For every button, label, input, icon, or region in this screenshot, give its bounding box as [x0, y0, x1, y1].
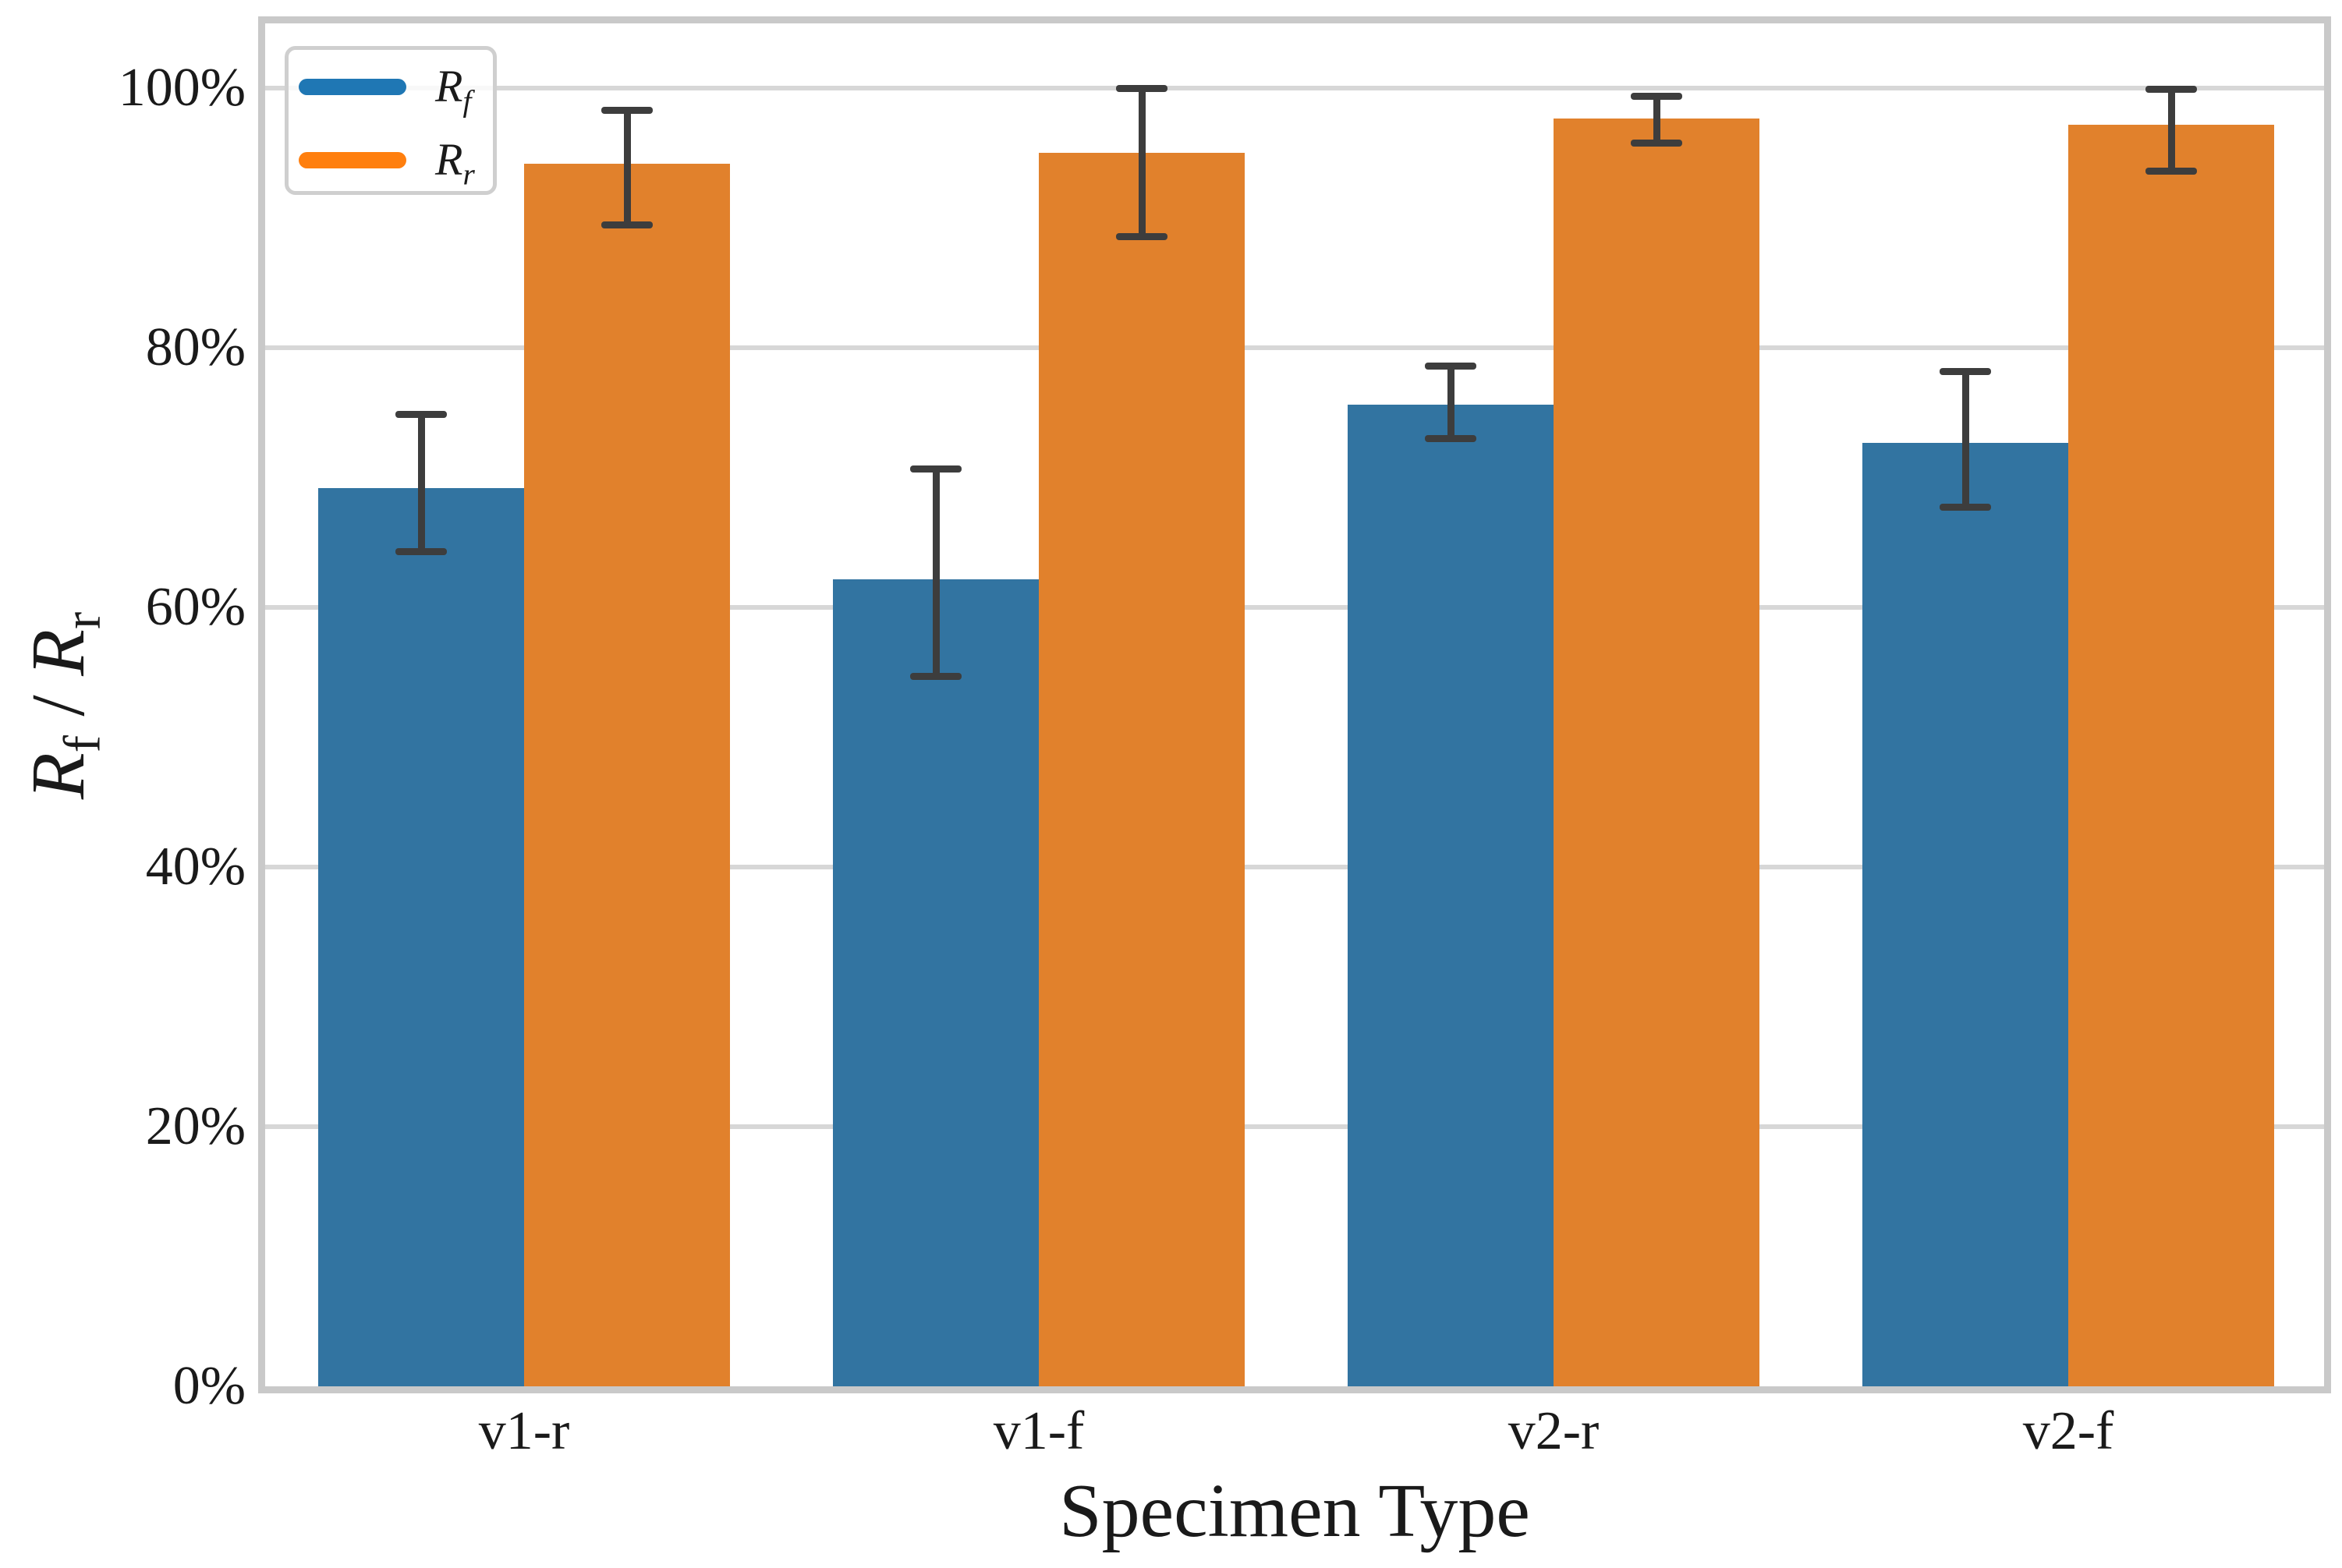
- gridline-60: [265, 605, 2324, 611]
- error-cap-low-v2-r-R_f: [1425, 435, 1476, 443]
- error-cap-low-v1-r-R_f: [395, 548, 447, 556]
- error-cap-high-v2-r-R_r: [1631, 92, 1682, 100]
- error-bar-v1-f-R_r: [1138, 88, 1146, 237]
- label-subscript: f: [462, 83, 472, 119]
- y-tick-label-20: 20%: [145, 1096, 246, 1157]
- label-subscript: r: [54, 611, 112, 630]
- label-text: R: [16, 629, 101, 676]
- error-bar-v2-r-R_r: [1653, 96, 1660, 143]
- error-bar-v2-r-R_f: [1447, 366, 1454, 439]
- bar-v1-f-R_f: [833, 579, 1039, 1386]
- error-cap-low-v2-f-R_f: [1940, 504, 1991, 511]
- error-cap-low-v1-r-R_r: [601, 221, 653, 228]
- error-cap-high-v2-f-R_f: [1940, 367, 1991, 375]
- error-cap-high-v1-r-R_r: [601, 107, 653, 115]
- y-tick-label-60: 60%: [145, 577, 246, 638]
- x-tick-label-v2-f: v2-f: [2022, 1401, 2114, 1461]
- error-cap-low-v1-f-R_f: [910, 672, 962, 680]
- bar-v1-f-R_r: [1039, 153, 1245, 1386]
- error-cap-low-v2-r-R_r: [1631, 139, 1682, 147]
- label-text: /: [16, 675, 101, 736]
- error-bar-v2-f-R_r: [2167, 89, 2175, 172]
- label-text: R: [435, 61, 463, 111]
- legend-label-R_r: Rr: [435, 134, 475, 190]
- error-cap-high-v2-f-R_r: [2145, 86, 2197, 94]
- label-text: R: [16, 752, 101, 800]
- y-axis-title: Rf / Rr: [16, 612, 112, 799]
- legend-key-R_r: [299, 152, 406, 168]
- legend-entry-R_r: Rr: [289, 134, 493, 190]
- error-cap-high-v1-f-R_f: [910, 465, 962, 473]
- bar-v2-f-R_f: [1862, 442, 2068, 1386]
- x-tick-label-v1-f: v1-f: [993, 1401, 1085, 1461]
- gridline-100: [265, 86, 2324, 91]
- error-cap-high-v2-r-R_f: [1425, 362, 1476, 370]
- y-tick-label-40: 40%: [145, 837, 246, 897]
- error-cap-low-v2-f-R_r: [2145, 168, 2197, 175]
- label-subscript: f: [54, 735, 112, 753]
- error-bar-v1-f-R_f: [932, 469, 940, 677]
- error-bar-v1-r-R_f: [417, 414, 425, 552]
- legend-key-R_f: [299, 79, 406, 95]
- error-cap-high-v1-f-R_r: [1116, 84, 1167, 92]
- error-bar-v1-r-R_r: [623, 110, 631, 225]
- error-cap-high-v1-r-R_f: [395, 410, 447, 418]
- y-tick-label-80: 80%: [145, 317, 246, 378]
- bar-v2-f-R_r: [2068, 124, 2274, 1386]
- bar-v1-r-R_f: [318, 487, 524, 1386]
- x-tick-label-v2-r: v2-r: [1508, 1401, 1600, 1461]
- x-tick-label-v1-r: v1-r: [478, 1401, 570, 1461]
- error-cap-low-v1-f-R_r: [1116, 232, 1167, 240]
- bar-v2-r-R_r: [1554, 118, 1759, 1386]
- x-axis-title: Specimen Type: [1059, 1469, 1530, 1553]
- plot-area: Rf Rr: [265, 23, 2324, 1386]
- y-tick-label-0: 0%: [172, 1356, 246, 1416]
- legend-entry-R_f: Rf: [289, 61, 493, 117]
- gridline-80: [265, 345, 2324, 351]
- label-subscript: r: [462, 157, 475, 192]
- label-text: R: [435, 134, 463, 185]
- gridline-20: [265, 1124, 2324, 1130]
- error-bar-v2-f-R_f: [1961, 371, 1969, 508]
- legend-label-R_f: Rf: [435, 61, 471, 117]
- gridline-40: [265, 865, 2324, 870]
- bar-v2-r-R_f: [1348, 405, 1554, 1386]
- y-tick-label-100: 100%: [118, 58, 246, 119]
- bar-v1-r-R_r: [524, 163, 730, 1386]
- legend: Rf Rr: [285, 46, 497, 195]
